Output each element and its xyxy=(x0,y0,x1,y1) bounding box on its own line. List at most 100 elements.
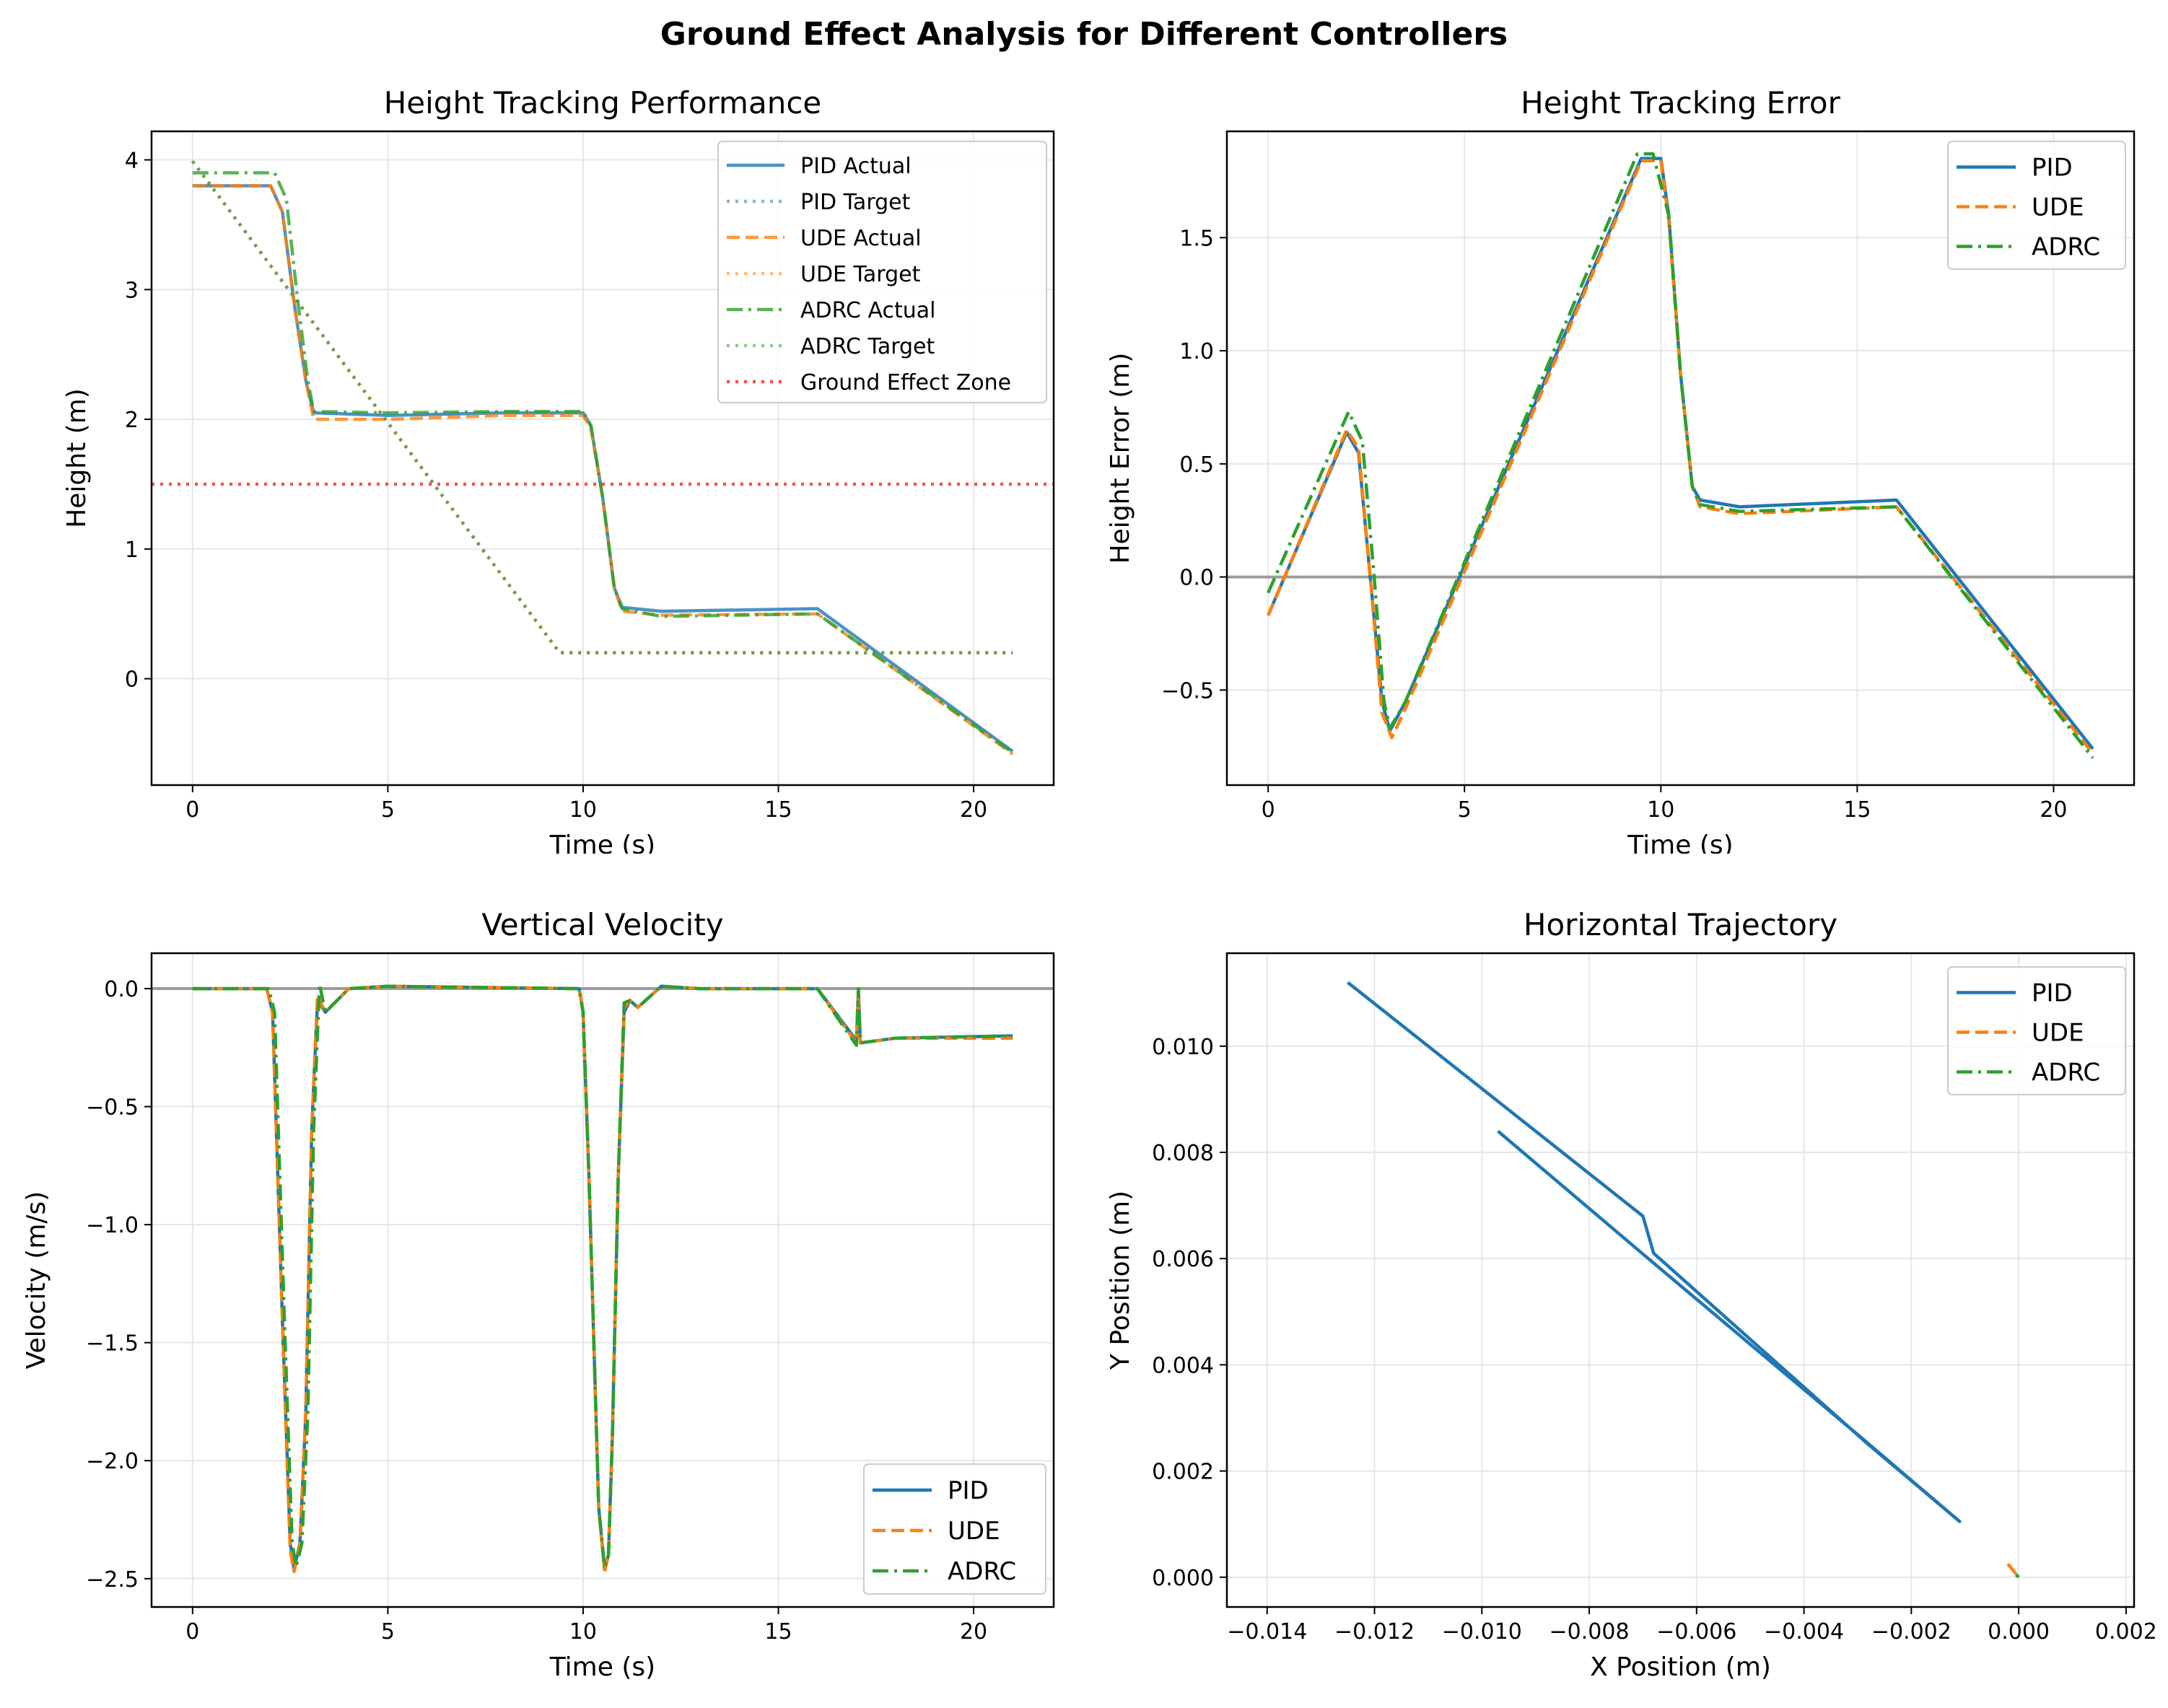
x-tick-label: −0.006 xyxy=(1656,1619,1736,1645)
y-tick-label: 4 xyxy=(125,149,139,174)
chart-title: Horizontal Trajectory xyxy=(1524,907,1837,942)
y-tick-label: 3 xyxy=(125,278,139,303)
x-tick-label: 20 xyxy=(960,1619,987,1645)
legend: PID Actual PID Target UDE Actual UDE Target… xyxy=(717,141,1047,403)
x-tick-label: 10 xyxy=(1647,797,1674,823)
legend-label: UDE xyxy=(2032,1019,2084,1048)
legend-label: Ground Effect Zone xyxy=(800,370,1011,395)
x-tick-label: 0 xyxy=(185,797,199,823)
y-tick-label: −1.5 xyxy=(86,1331,139,1357)
x-tick-label: 5 xyxy=(1458,797,1472,823)
axes-frame xyxy=(150,952,1055,1608)
x-tick-label: 10 xyxy=(569,1619,597,1645)
y-tick-label: 0.002 xyxy=(1152,1460,1214,1485)
y-tick-label: 0.5 xyxy=(1179,452,1214,478)
y-tick-label: 1.5 xyxy=(1179,226,1214,251)
x-axis-label: Time (s) xyxy=(549,831,655,854)
x-tick-label: −0.008 xyxy=(1549,1619,1630,1645)
x-tick-label: 20 xyxy=(2040,797,2067,823)
y-axis-label: Height (m) xyxy=(62,388,92,528)
y-tick-label: 1 xyxy=(125,538,139,563)
x-axis-label: Time (s) xyxy=(549,1652,655,1682)
legend: PID UDE ADRC xyxy=(1947,141,2126,270)
y-tick-label: 2 xyxy=(125,408,139,433)
legend-label: UDE xyxy=(948,1517,1000,1546)
chart-title: Vertical Velocity xyxy=(481,907,723,942)
x-tick-label: 5 xyxy=(381,797,395,823)
y-tick-label: 0.008 xyxy=(1152,1141,1214,1166)
legend-label: ADRC xyxy=(2032,1059,2100,1087)
y-axis-label: Y Position (m) xyxy=(1106,1191,1135,1370)
legend-label: PID xyxy=(2032,154,2073,183)
y-axis-label: Velocity (m/s) xyxy=(22,1191,51,1370)
y-tick-label: −0.5 xyxy=(86,1095,139,1121)
x-axis-label: Time (s) xyxy=(1627,831,1733,854)
y-tick-label: 0.010 xyxy=(1152,1035,1214,1060)
x-tick-label: 15 xyxy=(764,797,792,823)
height-error-chart: 0 5 10 15 20 −0.5 0.0 0.5 1.0 1.5 Height Tracking … xyxy=(1106,85,2136,854)
x-tick-label: −0.010 xyxy=(1442,1619,1522,1645)
y-tick-label: 0.000 xyxy=(1152,1566,1214,1591)
series-line-adrc xyxy=(1267,152,2094,759)
y-tick-label: 0.006 xyxy=(1152,1247,1214,1272)
x-tick-label: 0.000 xyxy=(1988,1619,2050,1645)
axes-frame xyxy=(1225,130,2136,787)
x-tick-label: 10 xyxy=(569,797,597,823)
series-group xyxy=(1267,152,2094,759)
vertical-velocity-chart: 0 5 10 15 20 −2.5 −2.0 −1.5 −1.0 −0.5 0.0 Vertical … xyxy=(22,907,1055,1682)
legend-box xyxy=(717,141,1047,403)
series-line-ude-actual xyxy=(192,184,1014,756)
chart-title: Height Tracking Error xyxy=(1521,85,1840,121)
series-line-adrc xyxy=(192,982,1013,1569)
y-tick-label: 1.0 xyxy=(1179,339,1214,364)
series-line-ude xyxy=(2006,1562,2020,1579)
series-line-ude xyxy=(1267,159,2094,755)
legend-label: UDE Target xyxy=(800,262,921,287)
figure-title: Ground Effect Analysis for Different Con… xyxy=(660,16,1508,53)
y-tick-label: −0.5 xyxy=(1161,678,1214,704)
legend-label: UDE Actual xyxy=(800,226,922,251)
x-tick-label: −0.012 xyxy=(1334,1619,1415,1645)
series-line-adrc xyxy=(2014,1573,2020,1579)
series-group xyxy=(1347,981,2020,1579)
x-tick-label: −0.014 xyxy=(1227,1619,1307,1645)
chart-title: Height Tracking Performance xyxy=(384,85,822,121)
legend-box xyxy=(1947,141,2126,270)
y-tick-label: 0.004 xyxy=(1152,1353,1214,1378)
legend-box xyxy=(863,1463,1046,1595)
horizontal-trajectory-chart: −0.014 −0.012 −0.010 −0.008 −0.006 −0.004 −0.0… xyxy=(1106,907,2157,1682)
axes-frame xyxy=(150,130,1055,787)
x-tick-label: 0 xyxy=(1262,797,1275,823)
y-tick-label: −2.5 xyxy=(86,1567,139,1593)
x-tick-label: −0.004 xyxy=(1764,1619,1844,1645)
legend: PID UDE ADRC xyxy=(863,1463,1046,1595)
series-group xyxy=(192,982,1013,1574)
x-tick-label: 20 xyxy=(960,797,987,823)
y-tick-label: −1.0 xyxy=(86,1213,139,1238)
legend: PID UDE ADRC xyxy=(1947,966,2126,1095)
height-tracking-chart: 0 5 10 15 20 0 1 2 3 4 Height Tracking Performance… xyxy=(62,85,1055,854)
y-tick-label: −2.0 xyxy=(86,1449,139,1474)
x-tick-label: 15 xyxy=(1843,797,1871,823)
series-group xyxy=(152,159,1054,756)
legend-label: ADRC xyxy=(948,1557,1016,1586)
legend-label: ADRC Target xyxy=(800,334,935,359)
y-tick-label: 0.0 xyxy=(1179,566,1214,591)
x-tick-label: 15 xyxy=(764,1619,792,1645)
x-tick-label: −0.002 xyxy=(1871,1619,1951,1645)
x-tick-label: 0.002 xyxy=(2095,1619,2157,1645)
y-tick-label: 0.0 xyxy=(104,977,139,1002)
x-tick-label: 5 xyxy=(381,1619,395,1645)
legend-label: PID xyxy=(2032,979,2073,1008)
axes-frame xyxy=(1225,952,2136,1608)
legend-label: PID xyxy=(948,1476,989,1505)
legend-label: ADRC Actual xyxy=(800,298,935,323)
y-axis-label: Height Error (m) xyxy=(1106,353,1135,564)
x-axis-label: X Position (m) xyxy=(1590,1652,1771,1682)
legend-label: PID Actual xyxy=(800,154,912,179)
legend-label: UDE xyxy=(2032,193,2084,222)
series-line-pid xyxy=(1347,981,1962,1523)
legend-box xyxy=(1947,966,2126,1095)
legend-label: ADRC xyxy=(2032,233,2100,262)
series-line-adrc-actual xyxy=(192,171,1014,754)
